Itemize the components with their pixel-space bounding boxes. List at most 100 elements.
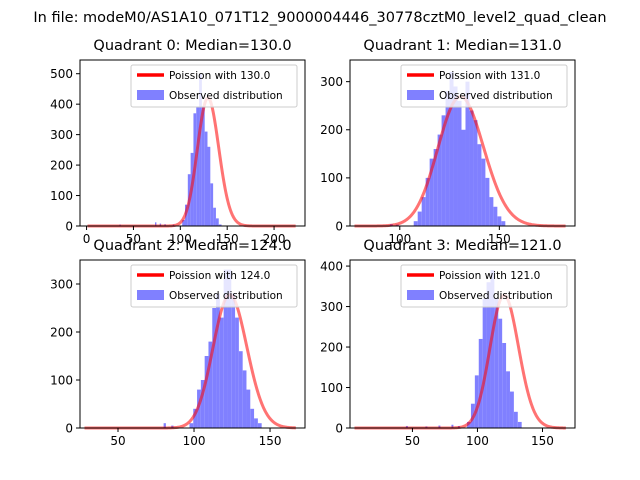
histogram-bar <box>223 269 228 428</box>
x-tick-label: 100 <box>388 232 411 246</box>
histogram-bar <box>493 206 498 226</box>
histogram-bar <box>451 424 454 428</box>
legend-observed-label: Observed distribution <box>439 90 553 102</box>
legend-box <box>400 264 568 308</box>
x-tick-label: 50 <box>405 434 420 448</box>
histogram-bar <box>196 107 200 226</box>
histogram-bar <box>513 411 518 428</box>
subplot-1: Quadrant 1: Median=131.0 100 150 0 100 200 300… <box>320 38 576 246</box>
x-tick-label: 200 <box>263 232 286 246</box>
histogram-bar <box>485 177 490 226</box>
histogram-bar <box>497 216 502 226</box>
histogram-bar <box>449 72 454 226</box>
y-tick-label: 100 <box>50 189 73 203</box>
histogram-bar <box>235 317 239 428</box>
legend: Poission with 121.0 Observed distribution <box>400 264 568 308</box>
histogram-bar <box>199 73 202 226</box>
histogram-bar <box>210 183 214 226</box>
histogram-bar <box>155 222 157 226</box>
x-tick-label: 150 <box>488 232 511 246</box>
legend-observed-swatch <box>137 290 164 300</box>
legend-box <box>130 264 298 308</box>
subplot-2: Quadrant 2: Median=124.0 50 100 150 0 100 200 3… <box>50 238 306 448</box>
histogram-bar <box>246 389 251 428</box>
legend-observed-label: Observed distribution <box>439 290 553 302</box>
legend-observed-label: Observed distribution <box>169 290 283 302</box>
axes-frame <box>349 59 576 227</box>
histogram-bar <box>482 298 487 428</box>
histogram-bar <box>465 81 470 226</box>
legend: Poission with 130.0 Observed distribution <box>130 64 298 108</box>
legend-poisson-label: Poission with 121.0 <box>439 270 540 282</box>
x-tick-label: 50 <box>126 232 141 246</box>
y-tick-label: 300 <box>320 300 343 314</box>
histogram-bar <box>182 219 185 226</box>
y-tick-label: 0 <box>65 421 73 435</box>
histogram-bar <box>238 351 243 428</box>
histogram-bar <box>457 100 462 226</box>
histogram-bar <box>421 197 426 226</box>
histogram-bar <box>257 423 262 428</box>
y-tick-label: 0 <box>65 219 73 233</box>
histogram-bar <box>193 408 198 428</box>
histogram-bar <box>204 131 208 226</box>
legend: Poission with 124.0 Observed distribution <box>130 264 298 308</box>
y-tick-label: 0 <box>335 421 343 435</box>
histogram-bar <box>201 107 205 226</box>
histogram-bar <box>477 144 482 226</box>
histogram-bar <box>417 211 422 226</box>
x-tick-label: 150 <box>216 232 239 246</box>
y-tick-label: 100 <box>320 381 343 395</box>
y-tick-label: 300 <box>320 75 343 89</box>
legend-observed-swatch <box>407 290 434 300</box>
y-tick-label: 200 <box>320 123 343 137</box>
y-tick-label: 100 <box>50 373 73 387</box>
histogram-bar <box>425 177 430 226</box>
subplot-title: Quadrant 0: Median=130.0 <box>93 38 291 54</box>
histogram-bar <box>204 356 209 428</box>
legend-box <box>400 64 568 108</box>
histogram-bar <box>445 91 450 226</box>
histogram-bar <box>498 318 503 428</box>
histogram-bar <box>433 149 438 226</box>
x-tick-label: 150 <box>531 434 554 448</box>
axes-frame <box>79 259 306 429</box>
histogram-bar <box>489 197 494 226</box>
histogram-bar <box>509 391 514 428</box>
histogram-bar <box>212 308 217 428</box>
subplot-title: Quadrant 3: Median=121.0 <box>363 238 561 254</box>
histogram-bar <box>467 421 471 428</box>
subplot-3: Quadrant 3: Median=121.0 50 100 150 0 100 200 3… <box>320 238 576 448</box>
histogram-bar <box>453 86 458 226</box>
histogram-bar <box>218 224 222 226</box>
axes-frame <box>349 259 576 429</box>
histogram-bar <box>227 269 232 428</box>
y-tick-label: 500 <box>50 67 73 81</box>
histogram-bar <box>213 207 216 226</box>
histogram-bar <box>469 110 474 226</box>
legend-poisson-label: Poission with 124.0 <box>169 270 270 282</box>
histogram-bar <box>478 338 483 428</box>
histogram-bar <box>490 270 495 428</box>
legend-observed-swatch <box>137 90 164 100</box>
histogram-bar <box>502 342 507 428</box>
histogram-bar <box>219 317 224 428</box>
histogram-bar <box>189 423 194 428</box>
histogram-bar <box>441 115 446 226</box>
histogram-bar <box>207 146 211 226</box>
histogram-bar <box>429 158 434 226</box>
x-tick-label: 50 <box>110 434 125 448</box>
histogram-bar <box>437 134 442 226</box>
histogram-bar <box>208 341 213 428</box>
legend: Poission with 131.0 Observed distribution <box>400 64 568 108</box>
histogram-bar <box>501 221 506 226</box>
legend-observed-label: Observed distribution <box>169 90 283 102</box>
subplot-title: Quadrant 2: Median=124.0 <box>93 238 291 254</box>
histogram-bar <box>494 298 499 428</box>
poisson-curve <box>83 293 297 430</box>
histogram-bar <box>250 408 255 428</box>
y-tick-label: 200 <box>50 158 73 172</box>
y-tick-label: 200 <box>320 340 343 354</box>
x-tick-label: 100 <box>183 434 206 448</box>
